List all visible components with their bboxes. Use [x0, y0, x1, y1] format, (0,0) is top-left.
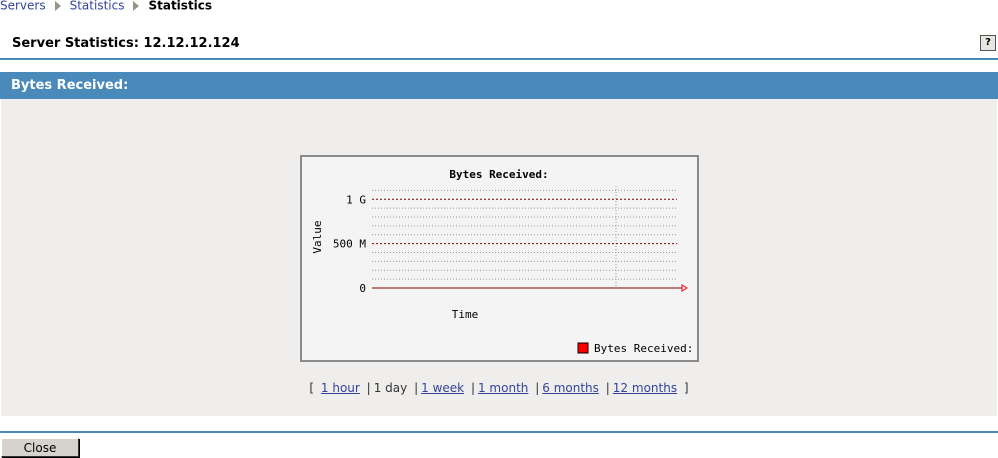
- breadcrumb: Servers Statistics Statistics: [0, 0, 212, 13]
- divider: [0, 431, 998, 433]
- range-link[interactable]: 1 hour: [320, 381, 360, 395]
- time-range-links: [ 1 hour | 1 day | 1 week | 1 month | 6 mont…: [1, 381, 997, 395]
- breadcrumb-statistics[interactable]: Statistics: [69, 0, 125, 13]
- y-axis-label: Value: [311, 220, 324, 253]
- separator: |: [366, 381, 371, 395]
- separator: |: [470, 381, 475, 395]
- page-title: Server Statistics: 12.12.12.124: [12, 36, 240, 51]
- chart-svg: Bytes Received:16:0020:0000:0004:0008:00…: [311, 168, 693, 355]
- section-header: Bytes Received:: [0, 72, 998, 99]
- breadcrumb-servers[interactable]: Servers: [0, 0, 46, 13]
- arrow-right-icon: [54, 0, 61, 11]
- chart-title: Bytes Received:: [449, 168, 548, 181]
- arrow-right-icon: [133, 0, 140, 11]
- range-link[interactable]: 12 months: [612, 381, 678, 395]
- separator: |: [605, 381, 610, 395]
- separator: |: [414, 381, 419, 395]
- bracket: ]: [683, 381, 689, 395]
- chart-panel: Bytes Received:16:0020:0000:0004:0008:00…: [1, 99, 997, 416]
- bracket: [: [309, 381, 315, 395]
- y-tick-label: 1 G: [346, 193, 366, 206]
- y-tick-label: 500 M: [333, 238, 366, 251]
- range-link[interactable]: 1 month: [477, 381, 529, 395]
- range-link[interactable]: 6 months: [542, 381, 599, 395]
- close-button[interactable]: Close: [1, 438, 79, 457]
- legend-label: Bytes Received:: [594, 342, 693, 355]
- x-axis-label: Time: [452, 308, 479, 321]
- divider: [0, 58, 998, 60]
- breadcrumb-current: Statistics: [148, 0, 213, 13]
- separator: |: [535, 381, 540, 395]
- range-link[interactable]: 1 week: [421, 381, 465, 395]
- axis-arrow-icon: [681, 284, 688, 292]
- help-button[interactable]: ?: [980, 35, 996, 51]
- chart: Bytes Received:16:0020:0000:0004:0008:00…: [300, 155, 699, 362]
- legend-swatch: [577, 342, 589, 354]
- y-tick-label: 0: [359, 282, 366, 295]
- range-current: 1 day: [373, 381, 408, 395]
